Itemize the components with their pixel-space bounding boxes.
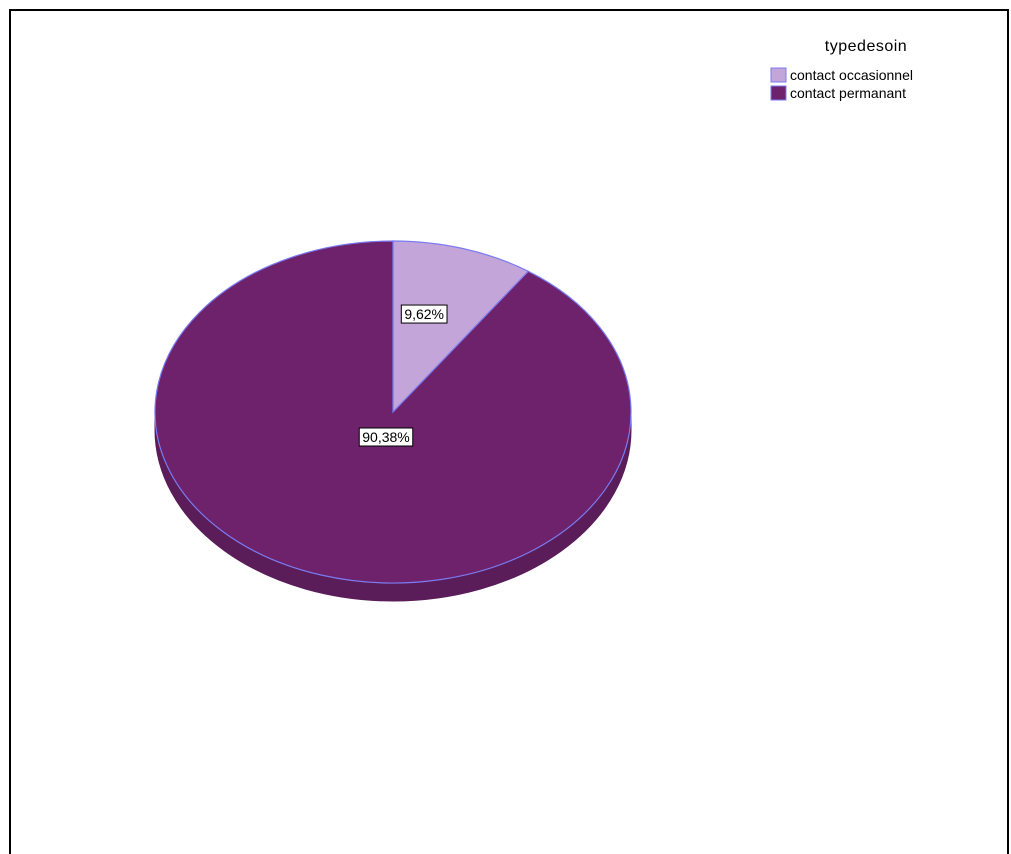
legend: typedesoin contact occasionnel contact pe… — [770, 38, 913, 101]
pie-slice-contact-occasionnel — [392, 240, 530, 414]
data-label: 9,62% — [400, 304, 448, 324]
legend-label: contact permanant — [790, 85, 906, 101]
data-label-text: 9,62% — [404, 306, 444, 322]
legend-swatch — [770, 85, 787, 101]
legend-label: contact occasionnel — [790, 67, 913, 83]
data-label-box — [400, 304, 448, 324]
data-label-text: 90,38% — [362, 429, 409, 445]
pie-layer — [154, 240, 632, 602]
pie-slice-contact-permanant — [154, 240, 632, 584]
data-label-box — [358, 427, 414, 447]
data-labels: 9,62% 90,38% — [358, 304, 448, 447]
data-label: 90,38% — [358, 427, 414, 447]
legend-title: typedesoin — [825, 38, 907, 55]
legend-swatch — [770, 67, 787, 83]
